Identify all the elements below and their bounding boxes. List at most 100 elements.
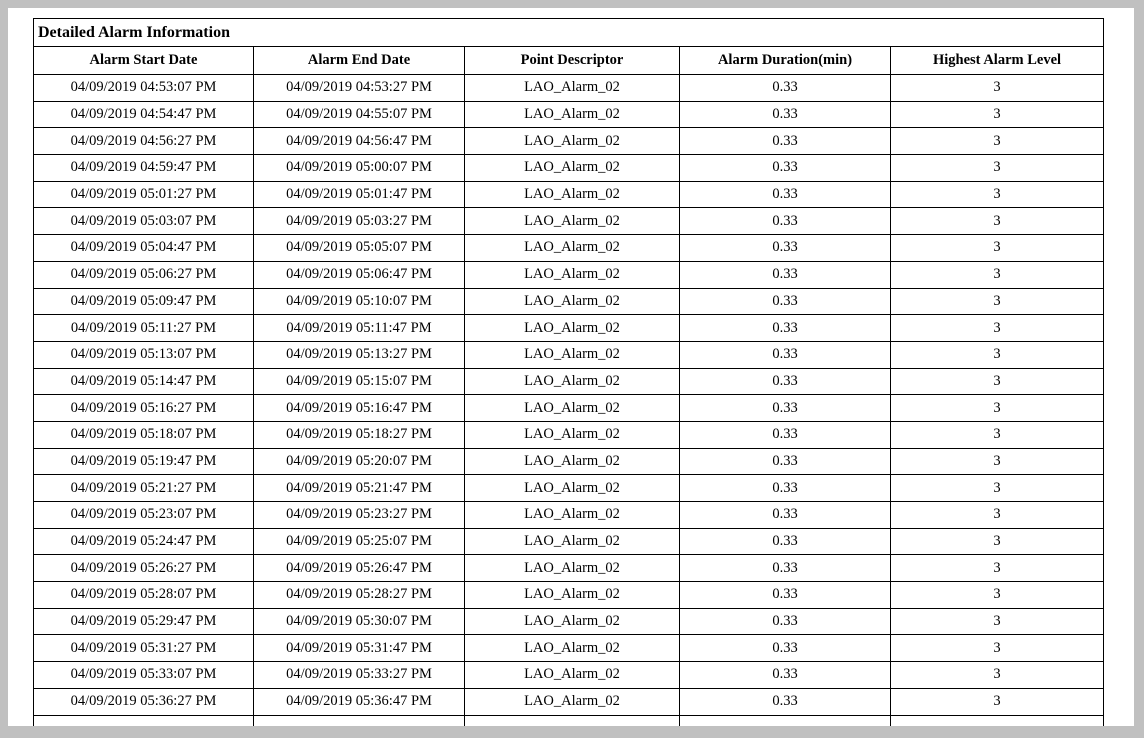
table-row: 04/09/2019 05:23:07 PM 04/09/2019 05:23:2… [33,501,1105,529]
table-row: 04/09/2019 04:53:07 PM 04/09/2019 04:53:2… [33,74,1105,102]
table-row: 04/09/2019 05:03:07 PM 04/09/2019 05:03:2… [33,207,1105,236]
clipped-partial-row [33,714,1105,726]
table-cell: 04/09/2019 05:10:07 PM [253,287,465,316]
table-cell: 04/09/2019 05:04:47 PM [33,234,254,262]
table-row: 04/09/2019 04:54:47 PM 04/09/2019 04:55:0… [33,100,1105,129]
table-cell: 04/09/2019 04:54:47 PM [33,100,254,129]
table-row: 04/09/2019 05:01:27 PM 04/09/2019 05:01:4… [33,180,1105,209]
table-row: 04/09/2019 04:56:27 PM 04/09/2019 04:56:4… [33,127,1105,156]
table-cell: 0.33 [679,260,891,289]
table-cell: LAO_Alarm_02 [464,207,680,236]
table-cell: 3 [889,554,1105,583]
table-cell: LAO_Alarm_02 [464,367,680,396]
table-cell: 04/09/2019 05:31:27 PM [33,634,254,663]
table-cell: LAO_Alarm_02 [464,314,680,342]
table-cell: LAO_Alarm_02 [464,154,680,182]
table-cell: 0.33 [679,340,891,369]
report-page: Detailed Alarm Information Alarm Start D… [8,8,1134,726]
table-cell: 3 [889,340,1105,369]
table-cell: 04/09/2019 05:28:27 PM [253,581,465,609]
table-cell: 0.33 [679,287,891,316]
table-row: 04/09/2019 05:06:27 PM 04/09/2019 05:06:4… [33,260,1105,289]
table-cell: 3 [889,260,1105,289]
table-cell: 04/09/2019 05:30:07 PM [253,607,465,636]
table-cell [253,714,465,726]
table-row: 04/09/2019 05:11:27 PM 04/09/2019 05:11:4… [33,314,1105,342]
table-cell: 0.33 [679,367,891,396]
table-row: 04/09/2019 05:36:27 PM 04/09/2019 05:36:4… [33,687,1105,716]
table-row: 04/09/2019 04:59:47 PM 04/09/2019 05:00:0… [33,154,1105,182]
table-cell: 04/09/2019 05:01:27 PM [33,180,254,209]
table-cell: 0.33 [679,100,891,129]
table-cell: LAO_Alarm_02 [464,394,680,422]
table-cell: 3 [889,314,1105,342]
table-row: 04/09/2019 05:14:47 PM 04/09/2019 05:15:0… [33,367,1105,396]
table-row: 04/09/2019 05:33:07 PM 04/09/2019 05:33:2… [33,661,1105,689]
column-header-alarm-duration: Alarm Duration(min) [679,46,891,75]
table-cell: 04/09/2019 05:36:47 PM [253,687,465,716]
table-cell: 04/09/2019 05:26:27 PM [33,554,254,583]
table-cell: LAO_Alarm_02 [464,554,680,583]
table-cell: 0.33 [679,634,891,663]
table-cell: 3 [889,687,1105,716]
table-cell: LAO_Alarm_02 [464,127,680,156]
table-cell: LAO_Alarm_02 [464,260,680,289]
table-cell: LAO_Alarm_02 [464,501,680,529]
table-cell: 04/09/2019 04:53:27 PM [253,74,465,102]
table-cell: LAO_Alarm_02 [464,581,680,609]
table-cell: 04/09/2019 05:29:47 PM [33,607,254,636]
table-cell: 0.33 [679,420,891,449]
table-cell: 04/09/2019 05:24:47 PM [33,527,254,556]
table-row: 04/09/2019 05:24:47 PM 04/09/2019 05:25:0… [33,527,1105,556]
table-cell: 0.33 [679,180,891,209]
table-cell: 04/09/2019 05:13:07 PM [33,340,254,369]
table-row: 04/09/2019 05:21:27 PM 04/09/2019 05:21:4… [33,474,1105,502]
table-cell: 0.33 [679,687,891,716]
table-cell: 04/09/2019 05:00:07 PM [253,154,465,182]
table-cell: 04/09/2019 05:06:47 PM [253,260,465,289]
table-cell: 04/09/2019 05:36:27 PM [33,687,254,716]
table-cell: 04/09/2019 05:25:07 PM [253,527,465,556]
table-row: 04/09/2019 05:29:47 PM 04/09/2019 05:30:0… [33,607,1105,636]
table-cell: 04/09/2019 04:56:27 PM [33,127,254,156]
table-row: 04/09/2019 05:18:07 PM 04/09/2019 05:18:2… [33,420,1105,449]
table-cell: 3 [889,581,1105,609]
table-cell: 0.33 [679,234,891,262]
table-cell: LAO_Alarm_02 [464,340,680,369]
table-cell: 0.33 [679,554,891,583]
table-cell: 0.33 [679,474,891,502]
table-cell: 0.33 [679,74,891,102]
table-cell: LAO_Alarm_02 [464,474,680,502]
table-cell: 3 [889,367,1105,396]
table-cell: 04/09/2019 04:53:07 PM [33,74,254,102]
table-cell: 3 [889,74,1105,102]
table-cell: 04/09/2019 05:09:47 PM [33,287,254,316]
table-cell: 04/09/2019 05:33:07 PM [33,661,254,689]
table-cell: 04/09/2019 05:03:27 PM [253,207,465,236]
table-cell: 04/09/2019 05:21:27 PM [33,474,254,502]
table-row: 04/09/2019 05:13:07 PM 04/09/2019 05:13:2… [33,340,1105,369]
column-header-alarm-end-date: Alarm End Date [253,46,465,75]
table-cell [679,714,891,726]
table-cell: LAO_Alarm_02 [464,687,680,716]
table-cell: 04/09/2019 05:26:47 PM [253,554,465,583]
table-cell: 04/09/2019 05:15:07 PM [253,367,465,396]
table-cell: 3 [889,234,1105,262]
table-row: 04/09/2019 05:09:47 PM 04/09/2019 05:10:0… [33,287,1105,316]
table-cell: 0.33 [679,314,891,342]
table-cell: 04/09/2019 05:14:47 PM [33,367,254,396]
table-cell: 0.33 [679,501,891,529]
table-cell: 0.33 [679,607,891,636]
table-cell: 04/09/2019 04:56:47 PM [253,127,465,156]
table-cell: 04/09/2019 05:11:27 PM [33,314,254,342]
column-header-highest-alarm-level: Highest Alarm Level [889,46,1105,75]
table-cell: 04/09/2019 05:05:07 PM [253,234,465,262]
table-cell: LAO_Alarm_02 [464,180,680,209]
table-cell: 04/09/2019 05:11:47 PM [253,314,465,342]
column-header-alarm-start-date: Alarm Start Date [33,46,254,75]
table-cell: 04/09/2019 05:28:07 PM [33,581,254,609]
table-cell: 0.33 [679,527,891,556]
table-cell: 04/09/2019 05:18:07 PM [33,420,254,449]
table-cell: 3 [889,287,1105,316]
table-row: 04/09/2019 05:26:27 PM 04/09/2019 05:26:4… [33,554,1105,583]
